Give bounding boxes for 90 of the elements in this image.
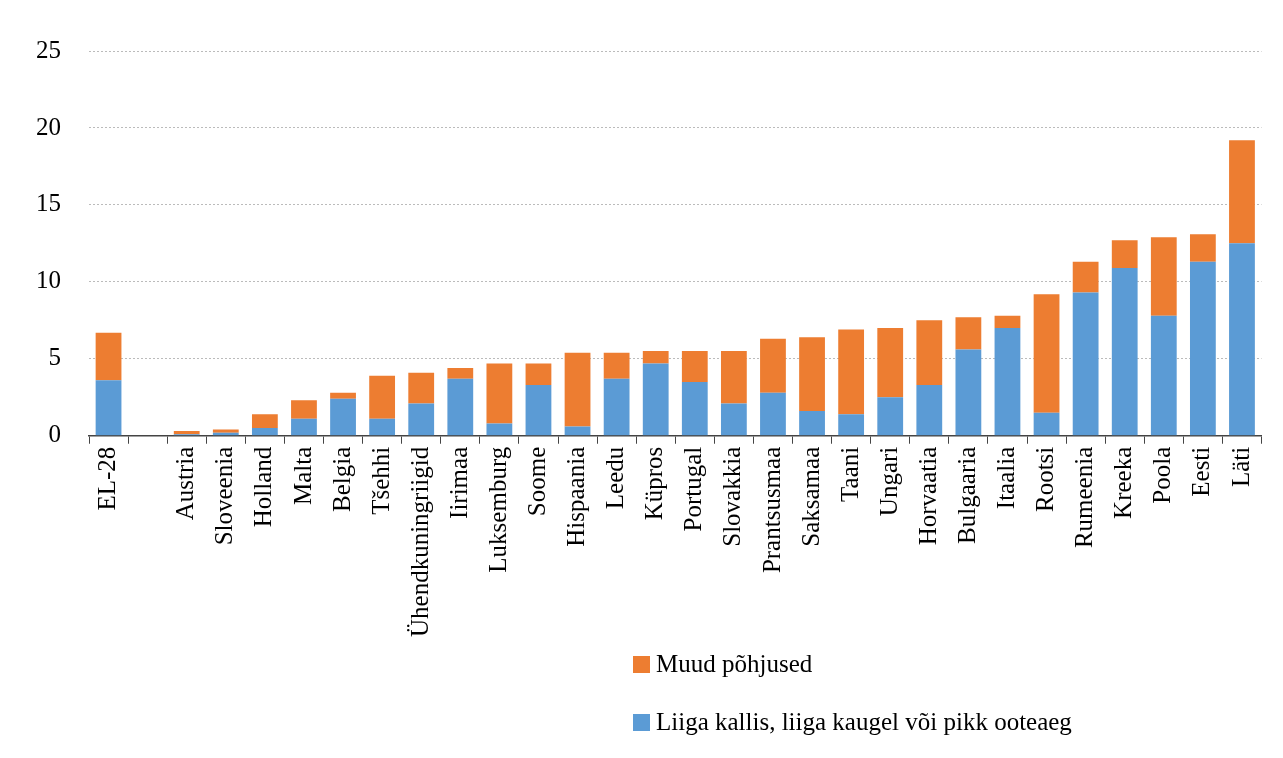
x-tick-label: Belgia bbox=[327, 446, 355, 513]
bar bbox=[1150, 237, 1177, 316]
bar bbox=[1229, 140, 1255, 244]
x-tick-label: EL-28 bbox=[93, 446, 121, 511]
x-tick-label: Rootsi bbox=[1031, 446, 1059, 513]
bar bbox=[330, 398, 356, 436]
x-tick-label: Austria bbox=[171, 446, 199, 521]
x-tick-label: Hispaania bbox=[562, 446, 590, 547]
x-tick-label: Tšehhi bbox=[366, 446, 394, 515]
bar bbox=[95, 332, 122, 381]
bar bbox=[760, 338, 786, 393]
x-tick-label: Leedu bbox=[601, 446, 629, 510]
bar bbox=[799, 337, 825, 412]
bar bbox=[720, 403, 747, 436]
bar bbox=[291, 418, 317, 436]
legend-label: Liiga kallis, liiga kaugel või pikk ooteaeg bbox=[656, 708, 1072, 736]
y-tick-label: 15 bbox=[36, 189, 61, 217]
x-tick-label: Soome bbox=[523, 446, 551, 517]
bar bbox=[838, 329, 865, 415]
bar bbox=[681, 381, 708, 436]
bar bbox=[486, 363, 513, 424]
bar bbox=[994, 328, 1021, 436]
bar bbox=[760, 392, 786, 436]
x-tick-label: Holland bbox=[249, 446, 277, 528]
x-tick-label: Küpros bbox=[640, 446, 668, 521]
bar bbox=[916, 320, 943, 385]
bar bbox=[642, 351, 669, 364]
bar bbox=[1072, 261, 1099, 293]
x-tick-label: Sloveenia bbox=[210, 446, 238, 546]
x-tick-label: Ungari bbox=[874, 446, 902, 517]
bar bbox=[564, 352, 591, 427]
x-tick-label: Slovakkia bbox=[718, 446, 746, 547]
x-tick-label: Prantsusmaa bbox=[757, 446, 785, 574]
bar bbox=[408, 403, 435, 436]
x-tick-label: Luksemburg bbox=[483, 446, 511, 573]
x-tick-label: Eesti bbox=[1187, 446, 1215, 497]
x-tick-label: Taani bbox=[835, 446, 863, 502]
y-tick-label: 5 bbox=[48, 343, 61, 371]
bar bbox=[95, 380, 122, 436]
x-tick-label: Rumeenia bbox=[1070, 446, 1098, 549]
bar bbox=[681, 351, 708, 382]
bar bbox=[369, 375, 396, 419]
bar bbox=[955, 317, 982, 350]
bar bbox=[447, 368, 474, 379]
y-tick-label: 0 bbox=[48, 420, 61, 448]
bar bbox=[1111, 267, 1138, 436]
bar bbox=[1189, 261, 1216, 436]
x-tick-label: Malta bbox=[288, 446, 316, 506]
bar bbox=[1189, 234, 1216, 262]
x-tick-label: Saksamaa bbox=[796, 446, 824, 547]
x-tick-label: Bulgaaria bbox=[952, 446, 980, 544]
bar bbox=[994, 315, 1021, 329]
bar bbox=[603, 378, 630, 436]
bar bbox=[1111, 240, 1138, 268]
bar bbox=[251, 428, 278, 436]
bar bbox=[916, 384, 943, 436]
bar bbox=[447, 378, 474, 436]
x-tick-label: Läti bbox=[1226, 446, 1254, 488]
x-tick-label: Iirimaa bbox=[444, 446, 472, 519]
legend-label: Muud põhjused bbox=[656, 650, 813, 678]
bar bbox=[799, 411, 825, 436]
bar bbox=[877, 328, 904, 398]
bar bbox=[877, 397, 904, 436]
x-tick-label: Poola bbox=[1148, 446, 1176, 504]
x-tick-label: Portugal bbox=[679, 446, 707, 532]
bar bbox=[251, 414, 278, 429]
bar bbox=[642, 363, 669, 436]
bar bbox=[1033, 294, 1060, 413]
y-tick-label: 25 bbox=[36, 35, 61, 63]
bar bbox=[525, 384, 552, 436]
bar bbox=[1072, 292, 1099, 436]
bar bbox=[291, 400, 317, 419]
bar bbox=[1150, 315, 1177, 436]
bar bbox=[603, 352, 630, 379]
x-tick-label: Horvaatia bbox=[913, 446, 941, 546]
bar bbox=[1033, 412, 1060, 436]
bar bbox=[330, 392, 356, 399]
bar bbox=[525, 363, 552, 385]
bar bbox=[486, 423, 513, 436]
x-tick-label: Ühendkuningriigid bbox=[405, 446, 433, 638]
bar bbox=[1229, 243, 1255, 436]
x-tick-label: Itaalia bbox=[992, 446, 1020, 510]
x-tick-label: Kreeka bbox=[1109, 446, 1137, 519]
y-tick-label: 20 bbox=[36, 112, 61, 140]
y-tick-label: 10 bbox=[36, 266, 61, 294]
bar bbox=[838, 414, 865, 436]
bar bbox=[720, 351, 747, 404]
bar bbox=[955, 349, 982, 436]
bar bbox=[408, 372, 435, 404]
bar bbox=[369, 418, 396, 436]
